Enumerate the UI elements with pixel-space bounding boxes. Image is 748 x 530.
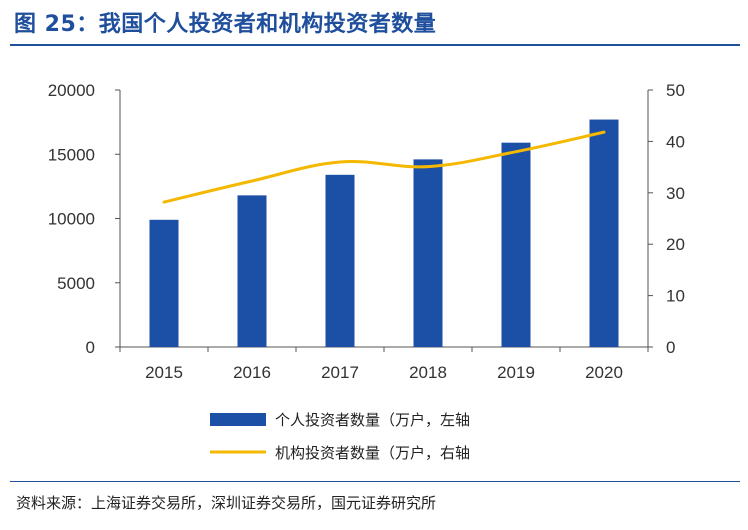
legend-bar-swatch xyxy=(210,413,266,426)
footer-divider xyxy=(10,481,740,482)
right-tick-label: 30 xyxy=(666,184,685,203)
right-tick-label: 40 xyxy=(666,132,685,151)
legend-line-label: 机构投资者数量（万户，右轴 xyxy=(275,444,470,462)
institutional-investors-line xyxy=(162,130,606,204)
left-tick-label: 20000 xyxy=(48,81,95,100)
left-tick-label: 15000 xyxy=(48,145,95,164)
bar-2018 xyxy=(413,159,443,347)
right-tick-label: 50 xyxy=(666,81,685,100)
figure-title: 图 25：我国个人投资者和机构投资者数量 xyxy=(14,12,437,37)
x-tick-label: 2020 xyxy=(585,363,623,382)
bar-2020 xyxy=(589,119,619,348)
left-tick-label: 10000 xyxy=(48,210,95,229)
source-note: 资料来源：上海证券交易所，深圳证券交易所，国元证券研究所 xyxy=(16,494,437,512)
legend-bar-label: 个人投资者数量（万户，左轴 xyxy=(275,411,470,429)
bar-2015 xyxy=(149,219,179,347)
right-tick-label: 0 xyxy=(666,338,675,357)
x-tick-label: 2019 xyxy=(497,363,535,382)
right-tick-label: 20 xyxy=(666,235,685,254)
x-tick-label: 2018 xyxy=(409,363,447,382)
x-tick-label: 2016 xyxy=(233,363,271,382)
bar-2019 xyxy=(501,142,531,347)
bar-2016 xyxy=(237,195,267,347)
plot-area: 0 5000 10000 15000 20000 0 10 20 30 40 50 2015 2016 2… xyxy=(48,81,685,382)
left-tick-label: 5000 xyxy=(57,274,95,293)
x-tick-label: 2015 xyxy=(145,363,183,382)
title-divider xyxy=(10,44,740,46)
right-tick-label: 10 xyxy=(666,287,685,306)
left-tick-label: 0 xyxy=(86,338,95,357)
bar-2017 xyxy=(325,174,355,347)
x-tick-label: 2017 xyxy=(321,363,359,382)
